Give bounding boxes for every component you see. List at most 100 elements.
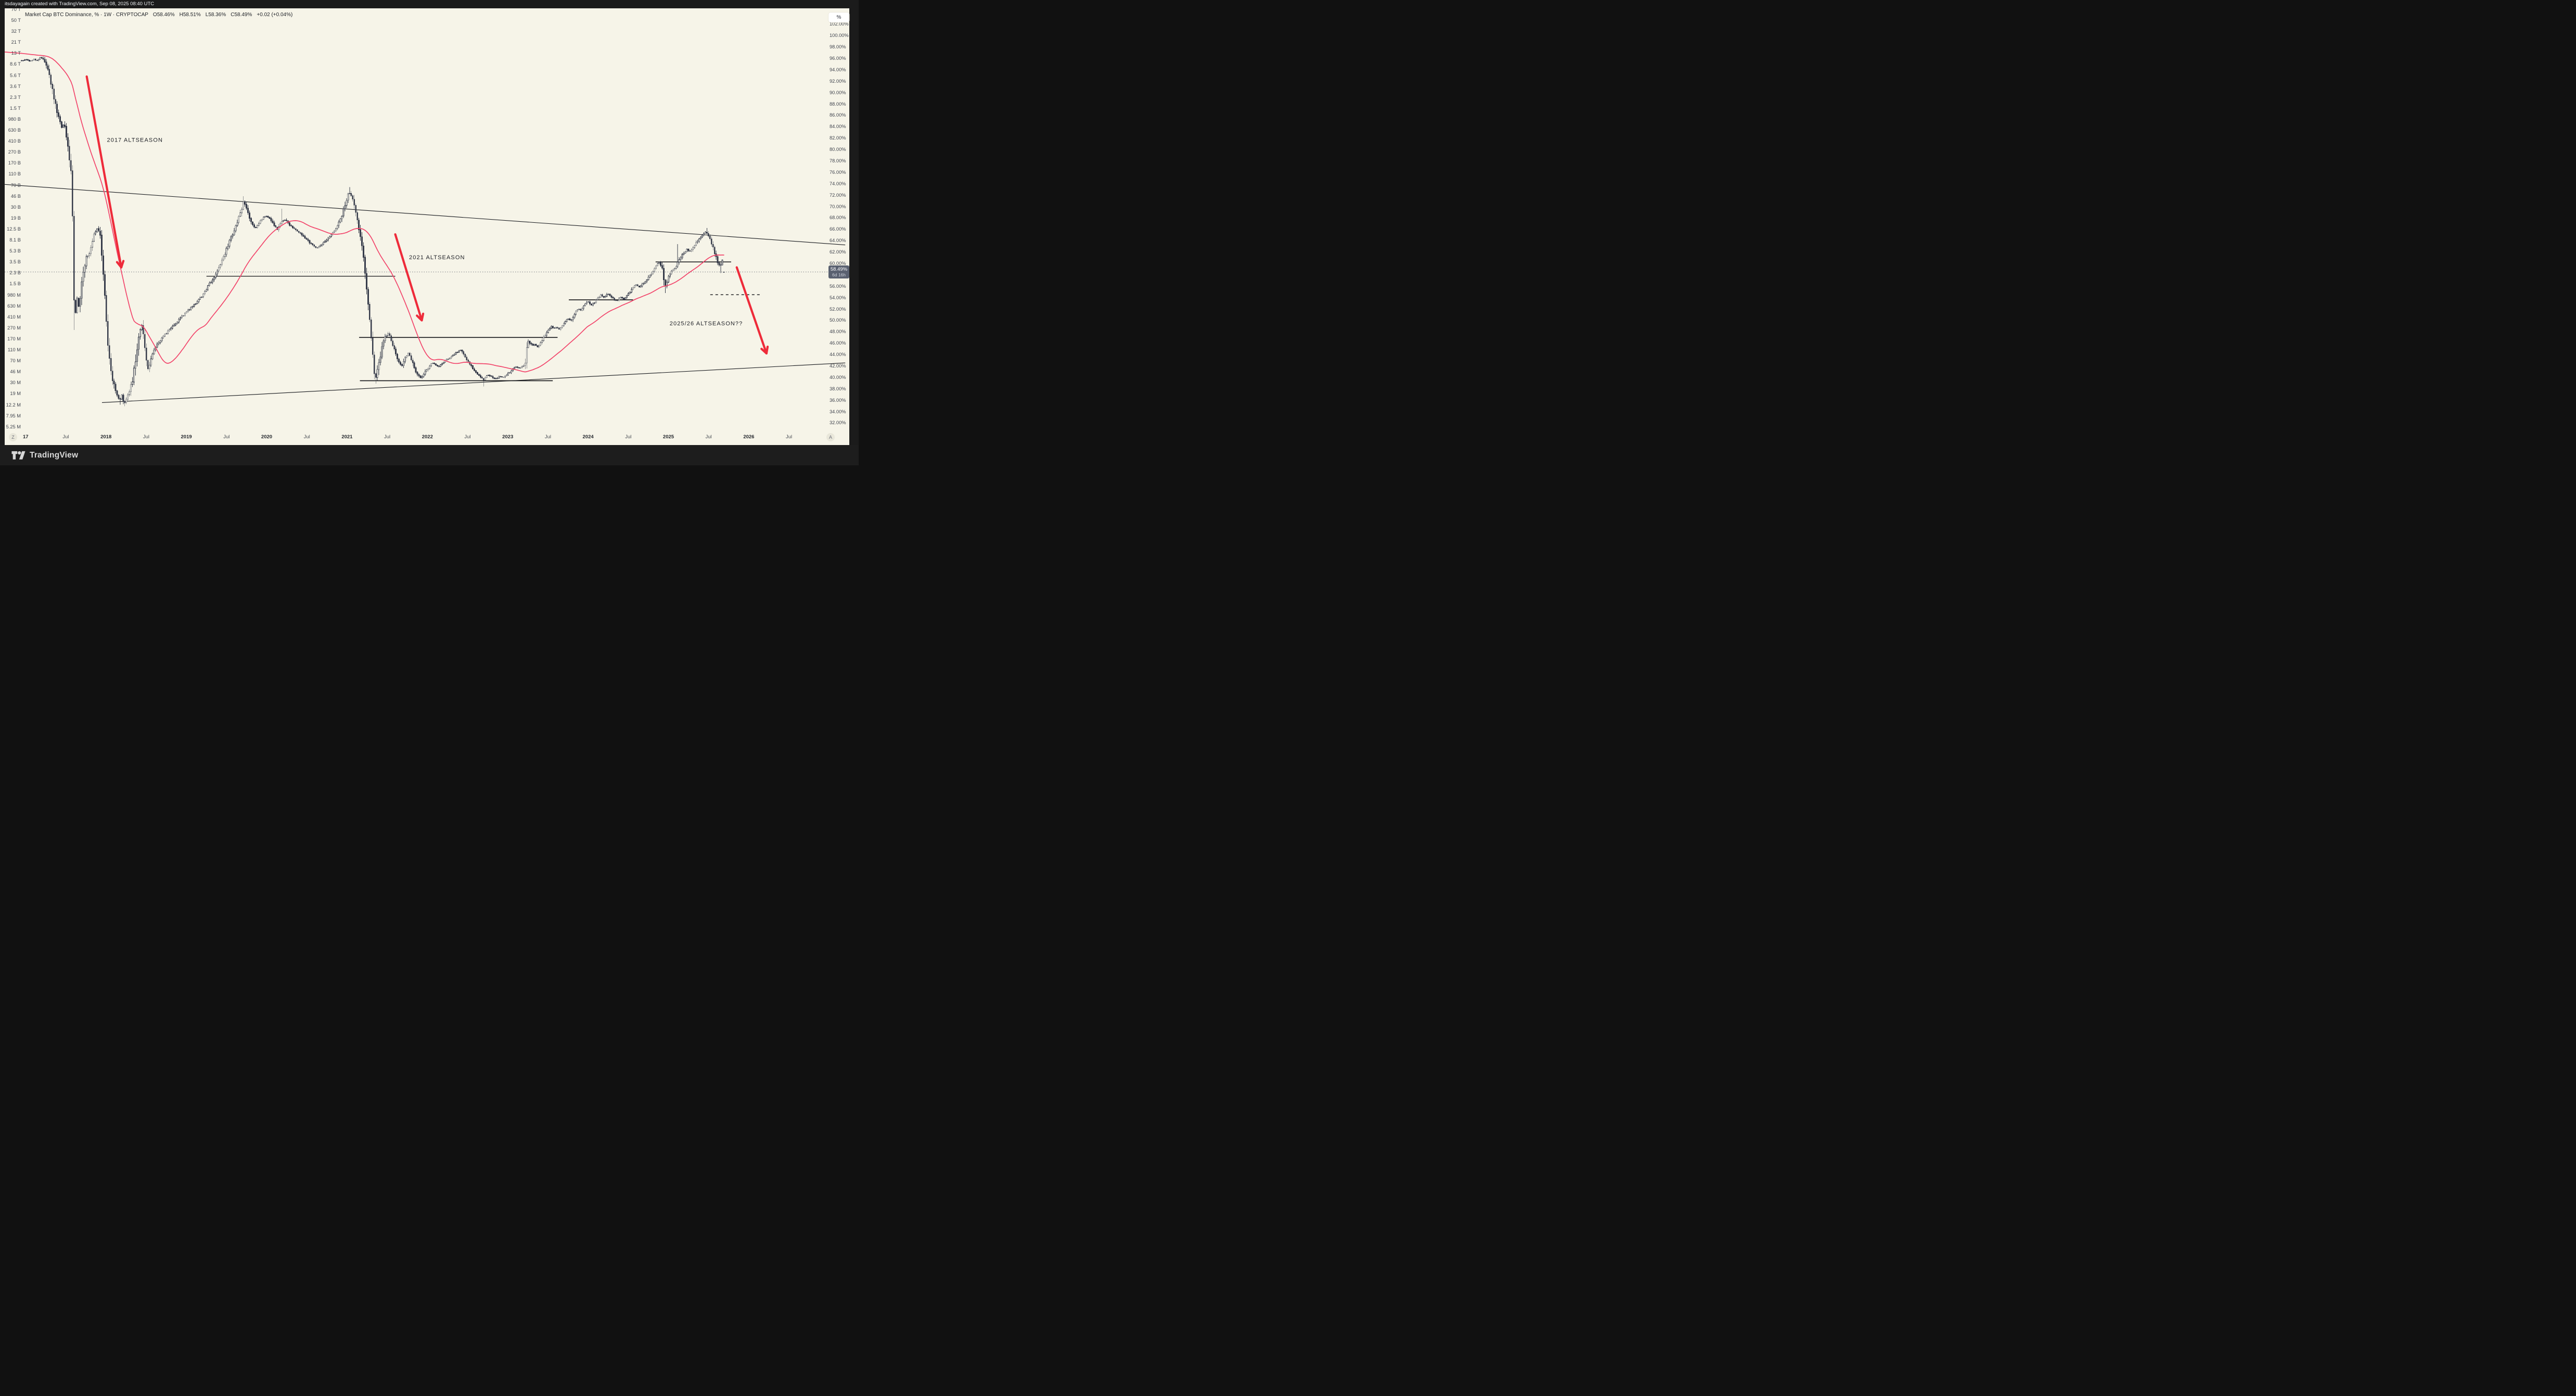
candle-body (105, 295, 107, 322)
candle-body (472, 365, 474, 370)
candle-body (555, 327, 557, 329)
candle-body (652, 271, 654, 274)
candle-body (45, 61, 47, 66)
candle-body (64, 124, 66, 127)
left-axis-label: 170 M (7, 336, 21, 341)
scale-z-label: Z (11, 435, 15, 440)
candle-body (680, 258, 682, 260)
candle-body (22, 60, 24, 61)
candle-body (403, 361, 404, 366)
candle-body (198, 299, 200, 302)
candle-body (360, 229, 361, 237)
candle-body (107, 321, 109, 346)
candle-body (644, 281, 646, 284)
candle-body (193, 304, 195, 307)
left-axis-label: 5.3 B (9, 248, 21, 254)
right-axis-label: 34.00% (830, 409, 846, 414)
candle-body (132, 382, 134, 385)
ohlc-change: +0.02 (+0.04%) (257, 12, 293, 18)
right-axis-label: 98.00% (830, 44, 846, 50)
candle-body (533, 344, 535, 346)
candle-body (458, 350, 460, 352)
candle-body (213, 277, 215, 280)
candle-body (620, 297, 622, 298)
right-axis-label: 90.00% (830, 90, 846, 95)
candle-body (381, 346, 383, 358)
candle-body (661, 265, 663, 269)
candle-body (304, 236, 306, 239)
candle-body (581, 308, 583, 311)
candle-body (293, 227, 295, 229)
tradingview-logo-icon[interactable] (11, 451, 25, 460)
candle-body (675, 266, 677, 269)
candle-body (698, 238, 700, 242)
candle-body (62, 124, 64, 128)
candle-body (176, 322, 178, 324)
candle-body (607, 294, 609, 295)
candle-body (584, 303, 586, 306)
candle-body (378, 362, 380, 370)
candle-body (250, 218, 252, 222)
time-axis-label: 2025 (662, 434, 674, 440)
candle-body (224, 254, 226, 257)
price-pane[interactable]: 2017 ALTSEASON 2021 ALTSEASON 2025/26 ALTS… (0, 8, 859, 445)
ma-line-layer (4, 52, 724, 373)
time-axis-label: Jul (544, 434, 551, 440)
left-axis-label: 50 T (11, 18, 21, 23)
left-axis-label: 630 B (8, 128, 21, 133)
footer-bar: TradingView (0, 445, 859, 465)
candle-body (144, 334, 146, 348)
candle-body (470, 364, 473, 366)
candle-body (44, 59, 46, 62)
candle-body (578, 309, 580, 310)
candle-body (272, 220, 274, 223)
candle-body (172, 326, 173, 328)
left-axis-label: 13 T (11, 50, 21, 56)
candle-body (670, 271, 672, 274)
candle-body (338, 222, 340, 226)
candle-body (612, 297, 614, 299)
candle-body (124, 401, 126, 403)
candle-body (400, 362, 401, 365)
candle-body (540, 342, 542, 346)
annotation-2017-altseason: 2017 ALTSEASON (107, 137, 163, 143)
tradingview-wordmark[interactable]: TradingView (30, 450, 79, 460)
candle-body (215, 274, 216, 278)
candle-body (430, 363, 432, 366)
candle-body (606, 294, 608, 297)
scale-z-button[interactable]: Z (9, 433, 17, 441)
candle-body (261, 219, 263, 221)
left-axis-label: 70 T (11, 6, 21, 12)
candle-body (600, 294, 602, 298)
candle-body (129, 391, 131, 395)
time-axis-label: 2024 (582, 434, 594, 440)
right-axis-label: 100.00% (830, 33, 849, 39)
scale-a-button[interactable]: A (826, 433, 835, 441)
tradingview-screenshot: itsdayagain created with TradingView.com… (0, 0, 859, 465)
right-axis-label: 66.00% (830, 226, 846, 232)
candle-body (421, 376, 423, 378)
candle-body (636, 284, 639, 286)
candle-body (372, 337, 374, 355)
candle-body (147, 360, 149, 370)
chart-area[interactable]: 2017 ALTSEASON 2021 ALTSEASON 2025/26 ALTS… (0, 6, 859, 445)
time-axis-label: Jul (464, 434, 471, 440)
candle-body (559, 327, 562, 330)
right-axis-label: 64.00% (830, 238, 846, 244)
candle-body (159, 340, 161, 343)
candle-body (603, 296, 605, 298)
candle-body (68, 146, 70, 161)
candle-body (305, 238, 308, 240)
candle-body (577, 309, 579, 312)
candle-body (387, 333, 389, 336)
candle-body (82, 272, 84, 282)
percent-scale-button[interactable]: % (828, 12, 849, 22)
candle-body (633, 285, 635, 288)
candle-body (259, 220, 261, 224)
candle-body (641, 283, 643, 286)
candle-body (709, 236, 711, 239)
candle-body (110, 358, 112, 371)
left-axis-label: 70 M (10, 358, 21, 364)
candle-body (424, 371, 426, 375)
candle-body (84, 265, 86, 273)
